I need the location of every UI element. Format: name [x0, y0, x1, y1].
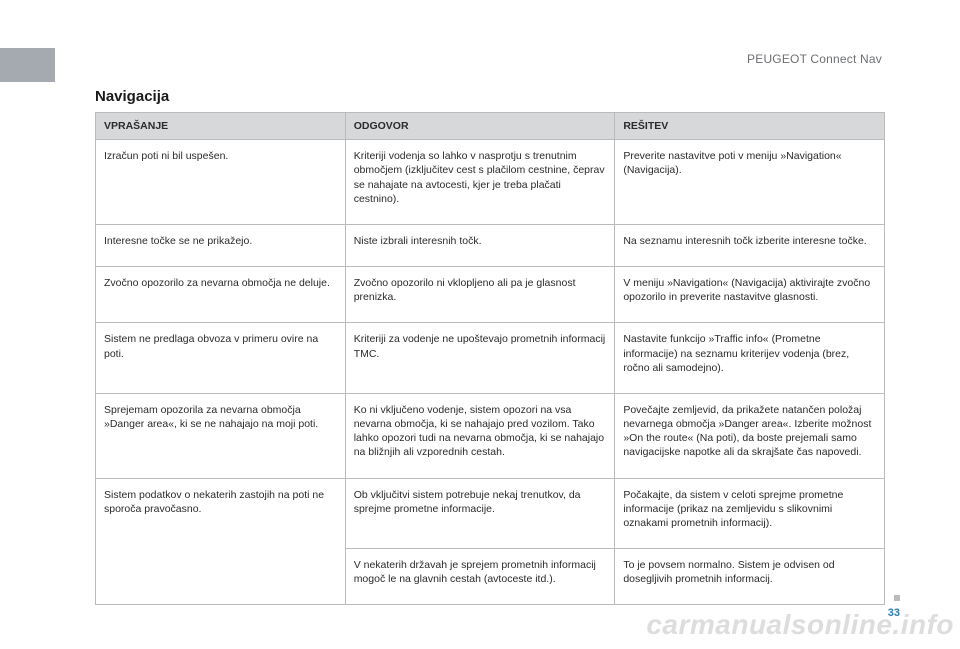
cell-answer: Kriteriji vodenja so lahko v nasprotju s… — [345, 140, 615, 225]
table-row: Sistem ne predlaga obvoza v primeru ovir… — [96, 323, 885, 394]
table-row: Sistem podatkov o nekaterih zastojih na … — [96, 478, 885, 549]
watermark: carmanualsonline.info — [646, 609, 954, 641]
cell-question: Sistem podatkov o nekaterih zastojih na … — [96, 478, 346, 605]
faq-table: VPRAŠANJE ODGOVOR REŠITEV Izračun poti n… — [95, 112, 885, 605]
table-row: Izračun poti ni bil uspešen. Kriteriji v… — [96, 140, 885, 225]
header-brand: PEUGEOT Connect Nav — [747, 52, 882, 66]
page-number: 33 — [888, 607, 900, 619]
cell-question: Sprejemam opozorila za nevarna območja »… — [96, 393, 346, 478]
col-header-question: VPRAŠANJE — [96, 113, 346, 140]
cell-solution: Na seznamu interesnih točk izberite inte… — [615, 224, 885, 266]
cell-solution: Počakajte, da sistem v celoti sprejme pr… — [615, 478, 885, 549]
cell-answer: Ob vključitvi sistem potrebuje nekaj tre… — [345, 478, 615, 549]
cell-answer: Niste izbrali interesnih točk. — [345, 224, 615, 266]
table-row: Zvočno opozorilo za nevarna območja ne d… — [96, 267, 885, 323]
col-header-answer: ODGOVOR — [345, 113, 615, 140]
side-tab — [0, 48, 55, 82]
table-row: Sprejemam opozorila za nevarna območja »… — [96, 393, 885, 478]
cell-question: Zvočno opozorilo za nevarna območja ne d… — [96, 267, 346, 323]
cell-solution: V meniju »Navigation« (Navigacija) aktiv… — [615, 267, 885, 323]
cell-question: Izračun poti ni bil uspešen. — [96, 140, 346, 225]
cell-solution: To je povsem normalno. Sistem je odvisen… — [615, 549, 885, 605]
cell-solution: Preverite nastavitve poti v meniju »Navi… — [615, 140, 885, 225]
cell-answer: Kriteriji za vodenje ne upoštevajo prome… — [345, 323, 615, 394]
table-header-row: VPRAŠANJE ODGOVOR REŠITEV — [96, 113, 885, 140]
cell-question: Interesne točke se ne prikažejo. — [96, 224, 346, 266]
cell-solution: Nastavite funkcijo »Traffic info« (Prome… — [615, 323, 885, 394]
section-title: Navigacija — [95, 88, 169, 105]
cell-answer: Ko ni vključeno vodenje, sistem opozori … — [345, 393, 615, 478]
page: PEUGEOT Connect Nav Navigacija VPRAŠANJE… — [0, 0, 960, 649]
cell-question: Sistem ne predlaga obvoza v primeru ovir… — [96, 323, 346, 394]
cell-answer: V nekaterih državah je sprejem prometnih… — [345, 549, 615, 605]
cell-answer: Zvočno opozorilo ni vklopljeno ali pa je… — [345, 267, 615, 323]
col-header-solution: REŠITEV — [615, 113, 885, 140]
table-row: Interesne točke se ne prikažejo. Niste i… — [96, 224, 885, 266]
corner-mark — [894, 595, 900, 601]
cell-solution: Povečajte zemljevid, da prikažete natanč… — [615, 393, 885, 478]
